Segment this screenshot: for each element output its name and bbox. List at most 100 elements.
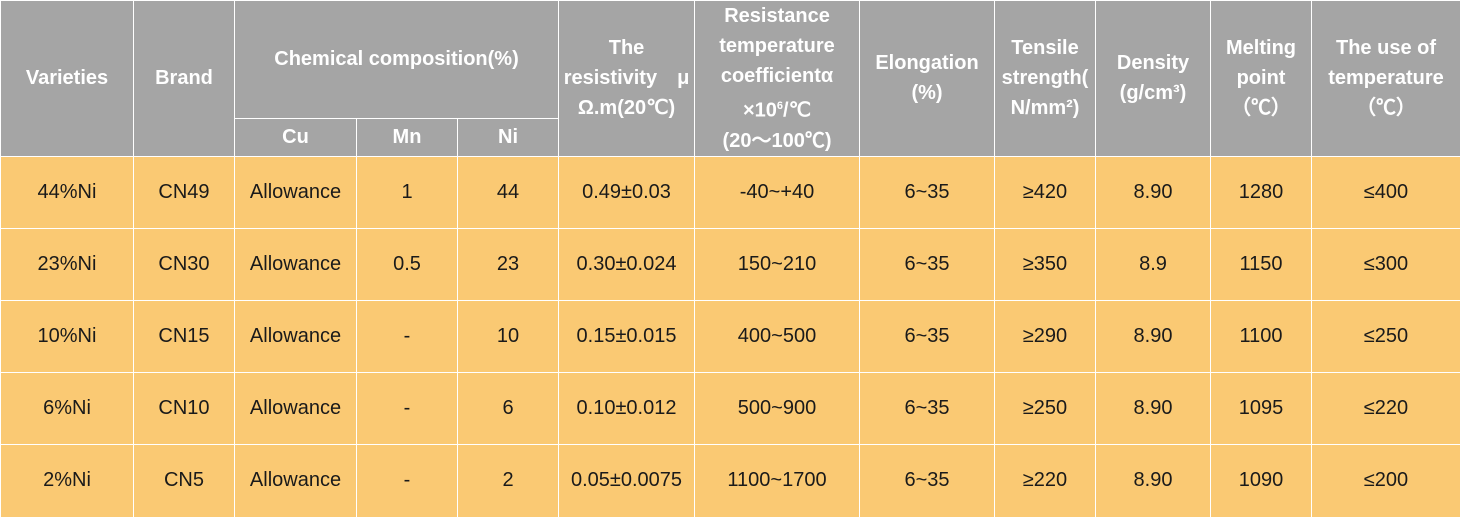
cell-mn: 0.5 xyxy=(357,228,458,300)
cell-tensile: ≥420 xyxy=(995,156,1096,228)
cell-tensile: ≥220 xyxy=(995,444,1096,517)
table-row: 10%Ni CN15 Allowance - 10 0.15±0.015 400… xyxy=(1,300,1460,372)
cell-variety: 44%Ni xyxy=(1,156,134,228)
header-elongation-line1: Elongation xyxy=(862,48,992,78)
cell-melting: 1090 xyxy=(1211,444,1312,517)
cell-variety: 10%Ni xyxy=(1,300,134,372)
cell-use-temp: ≤400 xyxy=(1312,156,1460,228)
header-tensile-strength: Tensile strength( N/mm²) xyxy=(995,1,1096,157)
header-coefficient-line5: (20～100℃) xyxy=(697,126,857,156)
cell-brand: CN5 xyxy=(134,444,235,517)
header-tensile-line2: strength( xyxy=(997,63,1093,93)
cell-brand: CN49 xyxy=(134,156,235,228)
header-elongation: Elongation (%) xyxy=(860,1,995,157)
header-use-temp-line1: The use of xyxy=(1314,33,1458,63)
header-use-temperature: The use of temperature （℃） xyxy=(1312,1,1460,157)
cell-elongation: 6~35 xyxy=(860,372,995,444)
header-ni: Ni xyxy=(458,118,559,156)
header-coefficient-line4: ×106/℃ xyxy=(697,91,857,126)
cell-tensile: ≥290 xyxy=(995,300,1096,372)
cell-melting: 1095 xyxy=(1211,372,1312,444)
cell-ni: 44 xyxy=(458,156,559,228)
header-melting-line1: Melting xyxy=(1213,33,1309,63)
cell-cu: Allowance xyxy=(235,228,357,300)
header-density: Density (g/cm³) xyxy=(1096,1,1211,157)
table-header: Varieties Brand Chemical composition(%) … xyxy=(1,1,1460,157)
cell-melting: 1100 xyxy=(1211,300,1312,372)
header-mn: Mn xyxy=(357,118,458,156)
header-varieties: Varieties xyxy=(1,1,134,157)
cell-coefficient: 400~500 xyxy=(695,300,860,372)
header-density-line1: Density xyxy=(1098,48,1208,78)
cell-density: 8.90 xyxy=(1096,300,1211,372)
cell-tensile: ≥350 xyxy=(995,228,1096,300)
cell-mn: - xyxy=(357,444,458,517)
header-tensile-line3: N/mm²) xyxy=(997,93,1093,123)
cell-mn: - xyxy=(357,300,458,372)
cell-resistivity: 0.30±0.024 xyxy=(559,228,695,300)
cell-cu: Allowance xyxy=(235,300,357,372)
cell-coefficient: 500~900 xyxy=(695,372,860,444)
header-brand: Brand xyxy=(134,1,235,157)
header-melting-point: Melting point （℃） xyxy=(1211,1,1312,157)
cell-elongation: 6~35 xyxy=(860,228,995,300)
header-resistivity-line2: resistivity μ xyxy=(561,63,692,93)
table-row: 23%Ni CN30 Allowance 0.5 23 0.30±0.024 1… xyxy=(1,228,1460,300)
cell-variety: 23%Ni xyxy=(1,228,134,300)
header-tensile-line1: Tensile xyxy=(997,33,1093,63)
cell-cu: Allowance xyxy=(235,444,357,517)
cell-density: 8.90 xyxy=(1096,156,1211,228)
cell-use-temp: ≤250 xyxy=(1312,300,1460,372)
cell-variety: 6%Ni xyxy=(1,372,134,444)
cell-brand: CN10 xyxy=(134,372,235,444)
cell-elongation: 6~35 xyxy=(860,300,995,372)
header-density-line2: (g/cm³) xyxy=(1098,78,1208,108)
cell-melting: 1150 xyxy=(1211,228,1312,300)
cell-resistivity: 0.05±0.0075 xyxy=(559,444,695,517)
header-chemical-composition: Chemical composition(%) xyxy=(235,1,559,119)
cell-brand: CN30 xyxy=(134,228,235,300)
cell-brand: CN15 xyxy=(134,300,235,372)
header-elongation-line2: (%) xyxy=(862,78,992,108)
cell-use-temp: ≤300 xyxy=(1312,228,1460,300)
header-use-temp-line3: （℃） xyxy=(1314,93,1458,123)
header-row-top: Varieties Brand Chemical composition(%) … xyxy=(1,1,1460,119)
table-row: 44%Ni CN49 Allowance 1 44 0.49±0.03 -40~… xyxy=(1,156,1460,228)
cell-resistivity: 0.49±0.03 xyxy=(559,156,695,228)
table-row: 6%Ni CN10 Allowance - 6 0.10±0.012 500~9… xyxy=(1,372,1460,444)
cell-cu: Allowance xyxy=(235,372,357,444)
header-resistivity: The resistivity μ Ω.m(20℃) xyxy=(559,1,695,157)
cell-coefficient: -40~+40 xyxy=(695,156,860,228)
header-cu: Cu xyxy=(235,118,357,156)
header-temperature-coefficient: Resistance temperature coefficientα ×106… xyxy=(695,1,860,157)
cell-melting: 1280 xyxy=(1211,156,1312,228)
cell-mn: 1 xyxy=(357,156,458,228)
header-melting-line3: （℃） xyxy=(1213,93,1309,123)
table-row: 2%Ni CN5 Allowance - 2 0.05±0.0075 1100~… xyxy=(1,444,1460,517)
cell-density: 8.90 xyxy=(1096,372,1211,444)
cell-resistivity: 0.15±0.015 xyxy=(559,300,695,372)
cell-ni: 6 xyxy=(458,372,559,444)
header-coefficient-line2: temperature xyxy=(697,31,857,61)
cell-coefficient: 150~210 xyxy=(695,228,860,300)
header-resistivity-line1: The xyxy=(561,33,692,63)
header-coefficient-line1: Resistance xyxy=(697,1,857,31)
cell-use-temp: ≤220 xyxy=(1312,372,1460,444)
header-coefficient-line4-post: /℃ xyxy=(783,100,811,122)
cell-tensile: ≥250 xyxy=(995,372,1096,444)
header-coefficient-line4-pre: ×10 xyxy=(743,100,777,122)
cell-coefficient: 1100~1700 xyxy=(695,444,860,517)
table-body: 44%Ni CN49 Allowance 1 44 0.49±0.03 -40~… xyxy=(1,156,1460,517)
cell-use-temp: ≤200 xyxy=(1312,444,1460,517)
cell-ni: 2 xyxy=(458,444,559,517)
cell-variety: 2%Ni xyxy=(1,444,134,517)
cell-density: 8.90 xyxy=(1096,444,1211,517)
header-melting-line2: point xyxy=(1213,63,1309,93)
header-resistivity-line3: Ω.m(20℃) xyxy=(561,93,692,123)
cell-mn: - xyxy=(357,372,458,444)
cell-density: 8.9 xyxy=(1096,228,1211,300)
cell-elongation: 6~35 xyxy=(860,156,995,228)
cell-ni: 23 xyxy=(458,228,559,300)
cell-resistivity: 0.10±0.012 xyxy=(559,372,695,444)
